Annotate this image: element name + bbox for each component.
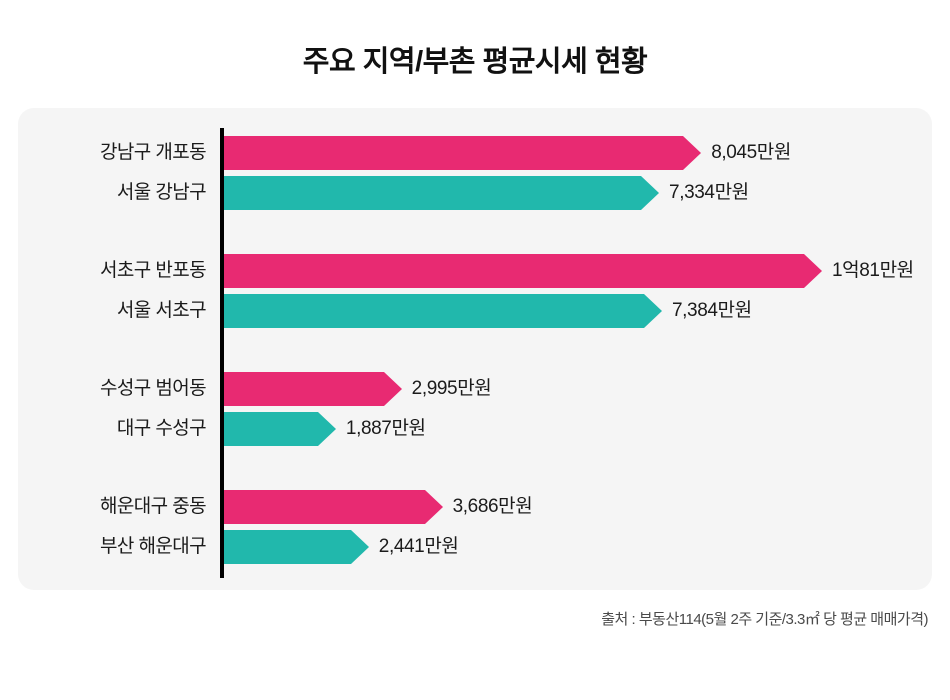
bar-value-label: 3,686만원 bbox=[452, 496, 533, 517]
bar-value-label: 1,887만원 bbox=[345, 418, 426, 439]
bar-tip-icon bbox=[317, 412, 336, 446]
bar-category-label: 수성구 범어동 bbox=[100, 378, 207, 399]
chart-row: 부산 해운대구 2,441만원 bbox=[18, 530, 932, 564]
bar-category-label: 서초구 반포동 bbox=[100, 260, 207, 281]
bar-arrow bbox=[224, 372, 402, 406]
bar-body bbox=[224, 136, 684, 170]
page-title: 주요 지역/부촌 평균시세 현황 bbox=[302, 46, 648, 78]
bar-arrow bbox=[224, 490, 443, 524]
bar-value-label: 8,045만원 bbox=[711, 142, 791, 163]
value-axis-line bbox=[220, 128, 224, 578]
chart-row: 대구 수성구 1,887만원 bbox=[18, 412, 932, 446]
bar-value-label: 7,384만원 bbox=[672, 300, 752, 321]
source-note: 출처 : 부동산114(5월 2주 기준/3.3㎡ 당 평균 매매가격) bbox=[601, 611, 928, 628]
bar-category-label: 강남구 개포동 bbox=[100, 142, 207, 163]
chart-row: 서초구 반포동 1억81만원 bbox=[18, 254, 932, 288]
bar-arrow bbox=[224, 412, 336, 446]
bar-category-label: 서울 서초구 bbox=[116, 300, 207, 321]
bar-tip-icon bbox=[383, 372, 402, 406]
bar-category-label: 부산 해운대구 bbox=[100, 536, 207, 557]
bar-body bbox=[224, 372, 384, 406]
bar-category-label: 서울 강남구 bbox=[116, 182, 207, 203]
bar-body bbox=[224, 490, 425, 524]
bar-tip-icon bbox=[641, 176, 660, 210]
bar-category-label: 해운대구 중동 bbox=[100, 496, 207, 517]
bar-arrow bbox=[224, 136, 702, 170]
chart-row: 해운대구 중동 3,686만원 bbox=[18, 490, 932, 524]
bar-body bbox=[224, 254, 804, 288]
bar-tip-icon bbox=[683, 136, 702, 170]
bar-value-label: 7,334만원 bbox=[669, 182, 749, 203]
bar-tip-icon bbox=[350, 530, 369, 564]
bar-arrow bbox=[224, 254, 822, 288]
bar-body bbox=[224, 294, 644, 328]
bar-tip-icon bbox=[804, 254, 822, 288]
bar-value-label: 1억81만원 bbox=[832, 260, 914, 281]
bar-body bbox=[224, 412, 318, 446]
bar-arrow bbox=[224, 530, 369, 564]
bar-body bbox=[224, 176, 642, 210]
bar-category-label: 대구 수성구 bbox=[116, 418, 207, 439]
bar-value-label: 2,441만원 bbox=[378, 536, 459, 557]
chart-row: 강남구 개포동 8,045만원 bbox=[18, 136, 932, 170]
chart-row: 수성구 범어동 2,995만원 bbox=[18, 372, 932, 406]
bar-arrow bbox=[224, 294, 662, 328]
bar-tip-icon bbox=[424, 490, 443, 524]
bar-tip-icon bbox=[644, 294, 662, 328]
chart-row: 서울 강남구 7,334만원 bbox=[18, 176, 932, 210]
chart-row: 서울 서초구 7,384만원 bbox=[18, 294, 932, 328]
bar-arrow bbox=[224, 176, 660, 210]
bar-value-label: 2,995만원 bbox=[411, 378, 492, 399]
bar-body bbox=[224, 530, 351, 564]
